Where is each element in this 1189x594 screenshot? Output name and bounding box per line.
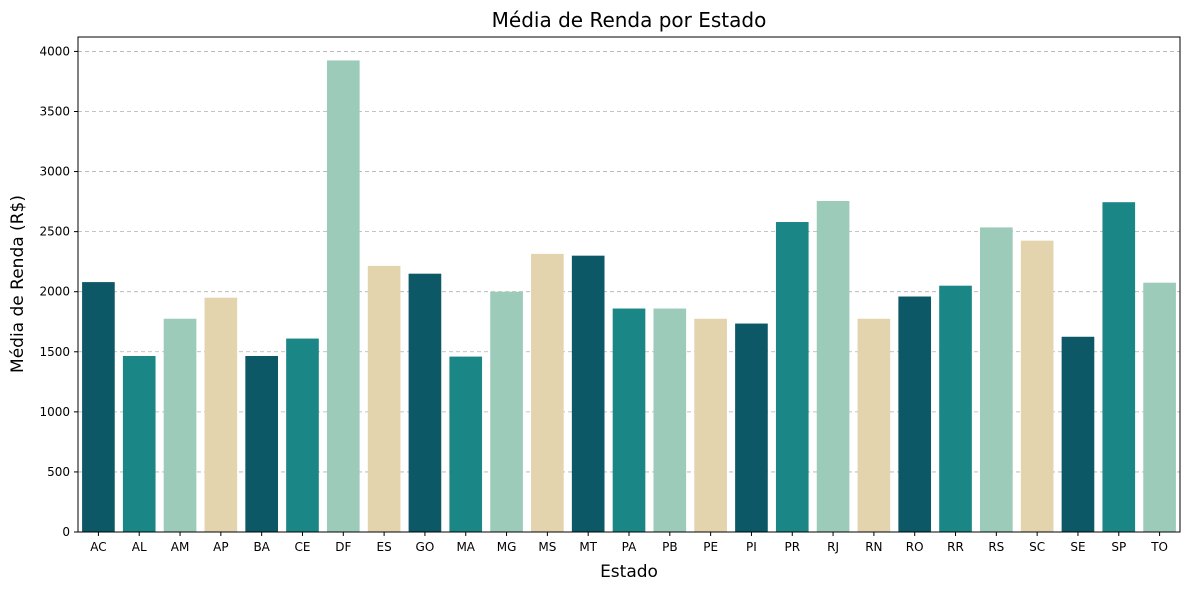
x-tick-label: MS	[538, 540, 556, 554]
y-tick-label: 500	[47, 465, 70, 479]
bar-ac	[82, 282, 115, 532]
x-axis-label: Estado	[600, 562, 658, 582]
bar-ce	[286, 338, 319, 532]
bar-mt	[571, 255, 605, 533]
bar-pa	[612, 308, 646, 532]
x-axis-ticks: AC AL AM AP BA CE DF ES GO MA MG MS MT PA PB PE PI PR RJ RN…	[90, 532, 1168, 554]
x-tick-label: AL	[132, 540, 147, 554]
x-tick-label: AP	[213, 540, 228, 554]
y-axis-label: Média de Renda (R$)	[8, 195, 28, 373]
x-tick-label: SE	[1070, 540, 1085, 554]
bar-pb	[653, 308, 687, 532]
bar-pr	[775, 222, 809, 532]
x-tick-label: RS	[988, 540, 1004, 554]
bar-rn	[857, 318, 891, 532]
x-tick-label: RN	[865, 540, 882, 554]
bar-se	[1061, 336, 1095, 532]
x-tick-label: RR	[947, 540, 964, 554]
x-tick-label: AC	[90, 540, 106, 554]
y-tick-label: 1000	[39, 405, 70, 419]
x-tick-label: SC	[1029, 540, 1045, 554]
x-tick-label: BA	[253, 540, 270, 554]
bar-go	[408, 273, 442, 532]
bar-ap	[204, 297, 238, 532]
bar-rr	[939, 285, 972, 532]
y-tick-label: 3000	[39, 165, 70, 179]
x-tick-label: CE	[294, 540, 310, 554]
y-axis-ticks: 0 500 1000 1500 2000 2500 3000 3500 4000	[39, 44, 78, 539]
x-tick-label: PE	[703, 540, 718, 554]
bar-ma	[449, 356, 483, 532]
bar-ro	[898, 296, 932, 532]
bar-sc	[1020, 240, 1054, 532]
bar-pe	[694, 318, 727, 532]
bar-ba	[245, 355, 278, 532]
bar-pi	[735, 323, 768, 532]
bar-mg	[490, 291, 523, 532]
x-tick-label: ES	[377, 540, 392, 554]
bar-rs	[980, 227, 1013, 532]
x-tick-label: MT	[579, 540, 597, 554]
y-tick-label: 1500	[39, 345, 70, 359]
bar-ms	[531, 253, 564, 533]
x-tick-label: RJ	[827, 540, 839, 554]
x-tick-label: AM	[171, 540, 190, 554]
x-tick-label: TO	[1150, 540, 1168, 554]
bar-sp	[1102, 202, 1136, 532]
x-tick-label: PI	[746, 540, 757, 554]
y-tick-label: 2000	[39, 285, 70, 299]
bar-am	[163, 318, 197, 532]
x-tick-label: MA	[456, 540, 475, 554]
x-tick-label: GO	[416, 540, 435, 554]
x-tick-label: DF	[335, 540, 351, 554]
x-tick-label: MG	[497, 540, 517, 554]
x-tick-label: SP	[1111, 540, 1126, 554]
y-tick-label: 0	[62, 525, 70, 539]
y-tick-label: 3500	[39, 104, 70, 118]
chart-title: Média de Renda por Estado	[492, 8, 767, 32]
x-tick-label: RO	[906, 540, 924, 554]
y-tick-label: 2500	[39, 225, 70, 239]
bar-to	[1143, 282, 1176, 532]
bars	[82, 60, 1176, 533]
bar-rj	[816, 200, 850, 532]
bar-al	[122, 355, 156, 532]
x-tick-label: PR	[784, 540, 800, 554]
x-tick-label: PA	[622, 540, 637, 554]
y-tick-label: 4000	[39, 44, 70, 58]
x-tick-label: PB	[662, 540, 677, 554]
plot-frame	[77, 36, 1181, 533]
bar-df	[326, 60, 360, 532]
bar-es	[367, 265, 401, 532]
